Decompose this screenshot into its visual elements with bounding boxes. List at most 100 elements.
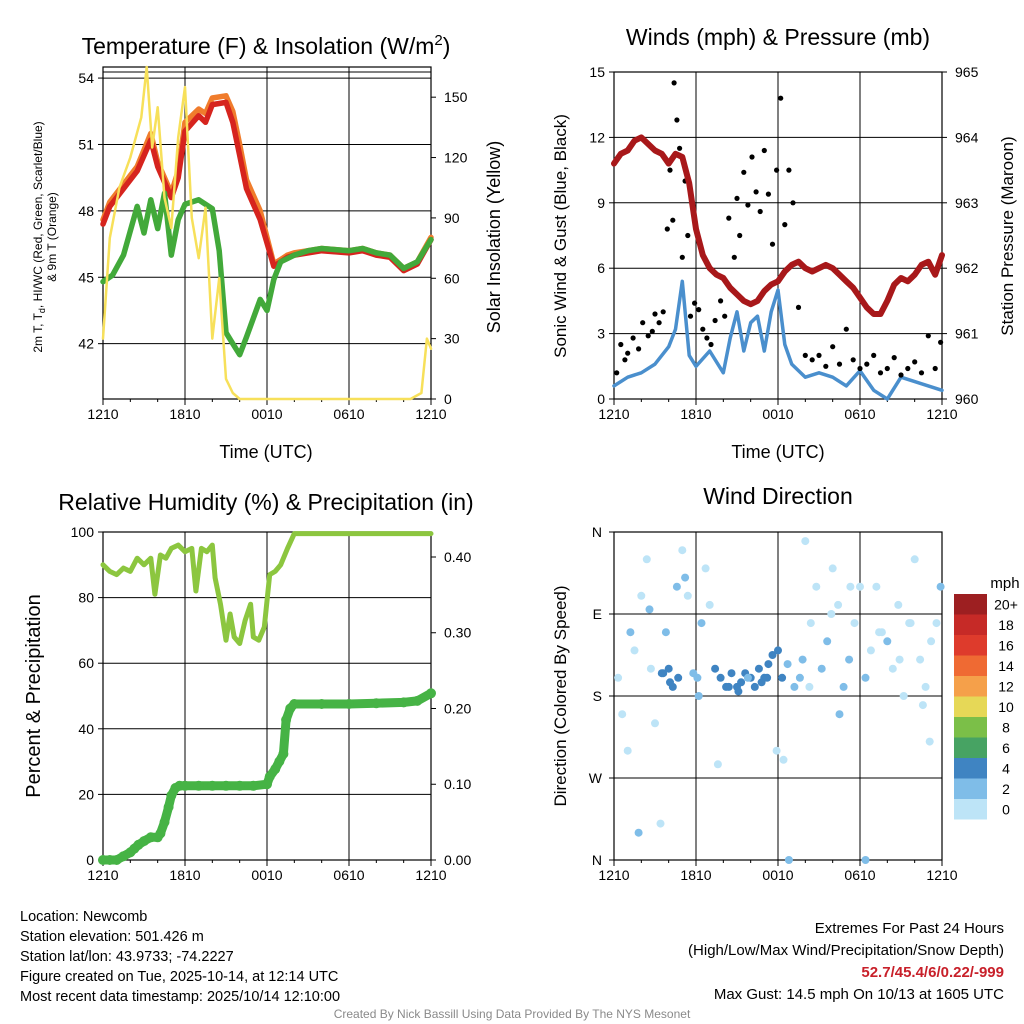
gust-point [786,167,792,173]
gust-point [898,372,904,378]
wind-direction-point [784,856,793,864]
x-tick-label: 1210 [598,406,629,422]
y2-tick-label: 90 [444,210,460,226]
gust-point [830,344,836,350]
gust-point [614,370,620,376]
y-tick-label: 6 [597,260,605,276]
gust-point [843,326,849,332]
wind-direction-point [888,664,897,673]
speed-legend-label: 4 [1002,760,1010,776]
wind-direction-point [681,573,690,582]
x-tick-label: 1810 [169,406,200,422]
precipitation-point [264,771,275,782]
temperature-x-axis-label: Time (UTC) [219,442,312,462]
wind-direction-point [656,819,665,828]
meteogram-figure: Temperature (F) & Insolation (W/m2) 2m T… [23,24,1020,883]
gust-point [640,320,646,326]
wind-direction-point [713,760,722,769]
winds-chart-title: Winds (mph) & Pressure (mb) [626,24,930,50]
gust-point [712,317,718,324]
speed-legend-label: 8 [1002,719,1010,735]
gust-point [645,333,651,339]
figure-created: Figure created on Tue, 2025-10-14, at 12… [20,969,339,985]
y-tick-label: 15 [589,64,605,80]
precipitation-point [262,779,272,790]
wind-direction-point [834,600,843,609]
y2-tick-label: 30 [444,331,460,347]
gust-point [757,208,763,215]
gust-point [778,95,784,101]
y-tick-label: 12 [589,129,605,145]
y-tick-label: 48 [78,203,94,219]
wind-direction-point [790,682,799,691]
gust-point [809,357,815,363]
speed-legend-swatch [954,655,987,676]
y2-tick-label: 964 [955,129,979,145]
credit-line: Created By Nick Bassill Using Data Provi… [333,1007,691,1021]
precipitation-point [412,695,423,706]
pressure-y2-axis-label: Station Pressure (Maroon) [998,136,1017,335]
speed-legend-swatch [954,614,987,635]
y2-tick-label: 960 [955,391,979,407]
wind-direction-point [927,637,936,646]
precipitation-point [281,714,292,725]
wind-direction-point [623,746,632,755]
gust-point [816,352,822,358]
y2-tick-label: 120 [444,150,468,166]
wind-direction-point [823,637,832,646]
wind-direction-point [763,673,772,682]
wind-direction-point [683,591,692,600]
x-tick-label: 1210 [598,867,629,883]
y2-tick-label: 60 [444,270,460,286]
x-tick-label: 0010 [251,867,282,883]
gust-point [737,232,743,239]
y-tick-label: 51 [78,136,94,152]
y-tick-label: 9 [597,195,605,211]
y-tick-label: 0 [597,391,605,407]
speed-legend-label: 16 [998,637,1014,653]
winds-x-axis-label: Time (UTC) [731,442,824,462]
x-tick-label: 1810 [169,867,200,883]
x-tick-label: 1210 [87,867,118,883]
x-tick-label: 0610 [844,867,875,883]
x-tick-label: 1210 [415,406,446,422]
y2-tick-label: 961 [955,326,979,342]
wind-direction-point [812,582,821,591]
wind-direction-point [866,646,875,655]
gust-point [685,232,691,239]
y2-tick-label: 0.10 [444,776,471,792]
y-tick-label: 54 [78,70,94,86]
direction-tick-label: N [592,852,602,868]
relative-humidity-line [100,531,434,646]
humidity-panel: Relative Humidity (%) & Precipitation (i… [23,489,474,883]
gust-point [938,339,944,345]
gust-point [753,189,759,195]
gust-point [622,357,628,363]
y-tick-label: 100 [71,524,95,540]
gust-point [765,191,772,197]
x-tick-label: 0610 [333,406,364,422]
wind-direction-point [906,619,915,628]
wind-direction-point [618,710,627,719]
y2-tick-label: 150 [444,89,468,105]
wind-direction-point [779,755,788,764]
gust-point [774,167,780,173]
speed-legend-label: 10 [998,699,1014,715]
gust-point [718,298,724,304]
precipitation-point [163,802,174,812]
y2-tick-label: 962 [955,260,979,276]
speed-legend-swatch [954,758,987,779]
wind-direction-point [936,582,945,591]
gust-point [932,365,938,372]
wind-direction-point [754,664,763,673]
speed-legend-label: 18 [998,617,1014,633]
y-tick-label: 3 [597,326,605,342]
wind-direction-point [694,692,703,700]
wind-direction-point [845,655,854,664]
gust-point [674,117,680,123]
wind-direction-point [895,655,904,664]
wind-direction-point [727,669,736,678]
wind-direction-point [716,673,725,682]
precipitation-point [289,699,300,709]
wind-direction-point [801,537,810,546]
